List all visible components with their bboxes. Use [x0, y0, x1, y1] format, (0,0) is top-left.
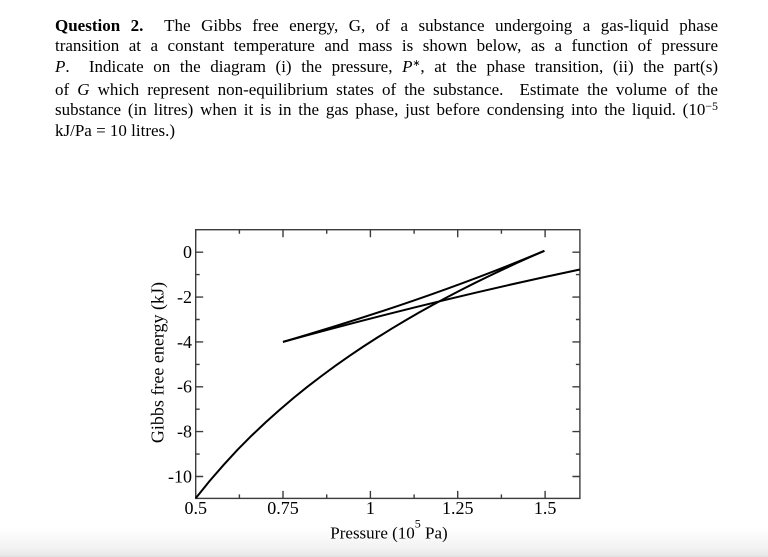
svg-text:0.75: 0.75	[267, 498, 299, 518]
svg-text:-8: -8	[177, 422, 192, 442]
svg-text:1.5: 1.5	[534, 498, 557, 518]
svg-text:0: 0	[183, 242, 192, 262]
svg-text:1.25: 1.25	[442, 498, 474, 518]
svg-text:Gibbs free energy (kJ): Gibbs free energy (kJ)	[148, 282, 169, 443]
svg-text:1: 1	[366, 498, 375, 518]
svg-text:Pressure (105 Pa): Pressure (105 Pa)	[330, 517, 447, 543]
svg-text:-2: -2	[177, 287, 192, 307]
svg-text:-4: -4	[177, 332, 192, 352]
svg-text:0.5: 0.5	[184, 498, 207, 518]
svg-text:-10: -10	[168, 466, 192, 486]
svg-text:-6: -6	[177, 377, 192, 397]
